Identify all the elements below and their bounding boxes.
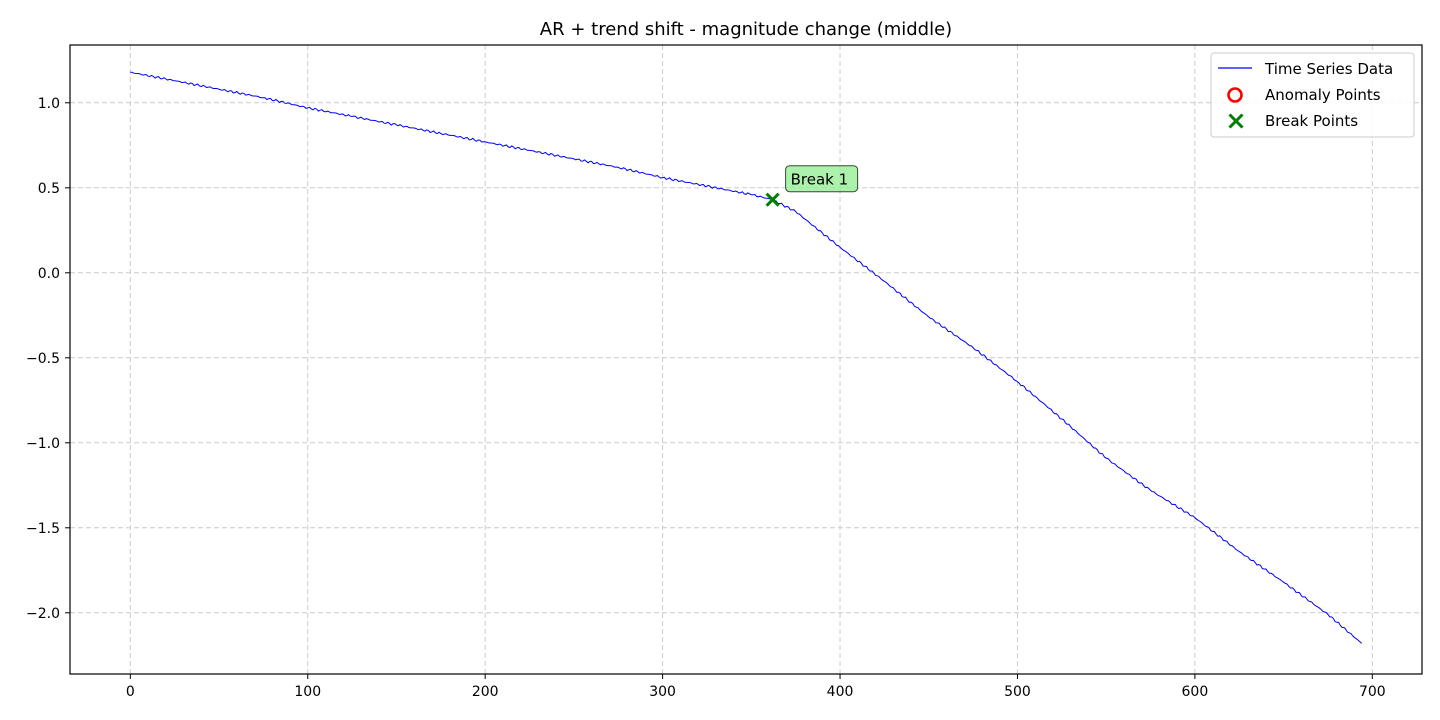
break-point-marker-stroke (765, 192, 780, 207)
x-tick-label: 0 (126, 684, 135, 700)
y-tick-label: −1.0 (26, 436, 60, 452)
y-tick-label: −2.0 (26, 606, 60, 622)
x-axis: 0 100 200 300 400 500 600 700 (126, 674, 1386, 700)
series-line-0 (130, 71, 1363, 644)
break-point-marker (765, 192, 780, 207)
y-tick-label: 1.0 (38, 96, 60, 112)
annotations: Break 1 (765, 165, 859, 207)
y-tick-label: −0.5 (26, 351, 60, 367)
plot-area (130, 71, 1363, 644)
legend-break-marker (1228, 113, 1244, 129)
x-tick-label: 500 (1004, 684, 1031, 700)
x-tick-label: 300 (649, 684, 676, 700)
y-tick-label: 0.0 (38, 266, 60, 282)
legend-box (1210, 52, 1415, 138)
legend-anomaly-marker (1227, 87, 1243, 103)
break-label-box (785, 165, 859, 193)
x-tick-label: 600 (1182, 684, 1209, 700)
grid-lines (70, 45, 1422, 674)
y-tick-label: −1.5 (26, 521, 60, 537)
x-tick-label: 700 (1359, 684, 1386, 700)
x-tick-label: 400 (827, 684, 854, 700)
break-label: Break 1 (791, 171, 849, 189)
legend-label-series: Time Series Data (1264, 60, 1393, 78)
legend-label-break: Break Points (1265, 112, 1358, 130)
legend-label-anomaly: Anomaly Points (1265, 86, 1381, 104)
legend-break-cross-stroke (1228, 113, 1244, 129)
plot-frame (69, 44, 1423, 675)
legend: Time Series Data Anomaly Points Break Po… (1210, 52, 1415, 138)
y-tick-label: 0.5 (38, 181, 60, 197)
x-tick-label: 200 (472, 684, 499, 700)
legend-break-cross (1228, 113, 1244, 129)
y-axis: 1.0 0.5 0.0 −0.5 −1.0 −1.5 −2.0 (26, 96, 70, 622)
x-tick-label: 100 (294, 684, 321, 700)
chart-title: AR + trend shift - magnitude change (mid… (540, 19, 952, 40)
